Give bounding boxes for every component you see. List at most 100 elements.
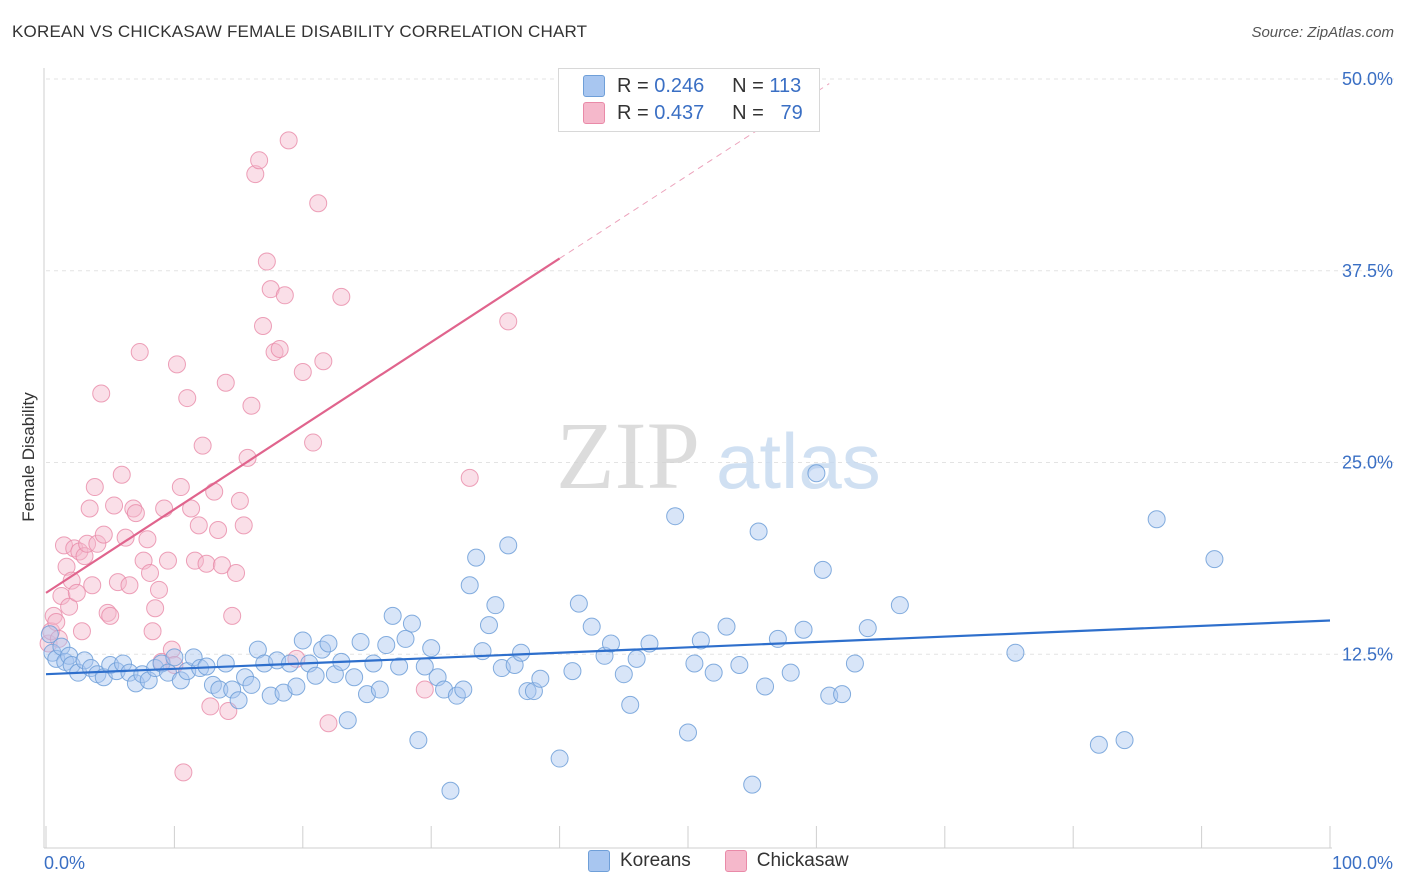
koreans-point [1115,731,1134,750]
koreans-point [794,620,813,639]
koreans-point [287,677,306,696]
koreans-point [1205,550,1224,569]
legend-item-koreans[interactable]: Koreans [588,850,691,872]
koreans-point [756,677,775,696]
y-tick-label: 50.0% [1342,69,1393,89]
chickasaw-point [205,482,224,501]
chickasaw-point [149,580,168,599]
koreans-point [319,634,338,653]
chickasaw-point [178,389,197,408]
chickasaw-point [158,551,177,570]
chickasaw-point [185,551,204,570]
y-tick-label: 37.5% [1342,261,1393,281]
koreans-point [422,639,441,658]
chickasaw-point [130,343,149,362]
legend-label-chickasaw: Chickasaw [756,850,849,871]
koreans-point [730,655,749,674]
koreans-point [223,680,242,699]
legend-n-label: N = [732,74,764,97]
legend-swatch-chickasaw [583,102,605,124]
chickasaw-point [230,491,249,510]
chickasaw-point [253,316,272,335]
watermark-zip: ZIP [556,402,700,509]
chickasaw-point [250,151,269,170]
chickasaw-point [212,556,231,575]
chickasaw-point [146,599,165,618]
chickasaw-point [72,622,91,641]
chickasaw-point [105,496,124,515]
chickasaw-point [216,373,235,392]
legend-r-label: R = [617,101,649,124]
koreans-point [75,651,94,670]
chickasaw-point [78,534,97,553]
chickasaw-point [88,534,107,553]
koreans-point [345,668,364,687]
koreans-point [351,632,370,651]
chickasaw-point [197,554,216,573]
chickasaw-point [42,622,61,641]
legend-r-value-chickasaw: 0.437 [654,101,705,124]
legend-r-label: R = [617,74,649,97]
y-tick-label: 12.5% [1342,644,1393,664]
stats-legend: R = 0.246 N = 113 R = 0.437 N = 79 [558,68,820,132]
koreans-point [338,711,357,730]
chickasaw-point [234,516,253,535]
koreans-point [845,654,864,673]
koreans-point [120,663,139,682]
chickasaw-point [499,312,518,331]
koreans-point [390,657,409,676]
koreans-point [306,666,325,685]
source-label: Source: ZipAtlas.com [1251,24,1394,41]
koreans-point [479,616,498,635]
chickasaw-point [94,525,113,544]
koreans-point [409,731,428,750]
legend-swatch-koreans [588,850,610,872]
koreans-point [1147,510,1166,529]
koreans-point [402,614,421,633]
axes [43,68,1332,849]
koreans-point [454,680,473,699]
koreans-point [704,663,723,682]
koreans-point [820,686,839,705]
koreans-point [685,654,704,673]
koreans-point [165,648,184,667]
koreans-point [531,669,550,688]
chickasaw-point [126,504,145,523]
koreans-point [743,775,762,794]
koreans-point [512,643,531,662]
chickasaw-point [120,576,139,595]
koreans-point [216,654,235,673]
koreans-points [40,464,1224,800]
legend-item-chickasaw[interactable]: Chickasaw [724,850,849,872]
chickasaw-point [223,606,242,625]
watermark-atlas: atlas [716,417,881,505]
koreans-point [293,631,312,650]
chickasaw-point [275,286,294,305]
koreans-point [627,649,646,668]
koreans-point [614,665,633,684]
chickasaw-point [242,396,261,415]
chickasaw-point [209,520,228,539]
chickasaw-point [293,362,312,381]
chickasaw-point [174,763,193,782]
koreans-point [377,636,396,655]
legend-swatch-koreans [583,75,605,97]
koreans-point [691,631,710,650]
koreans-point [563,662,582,681]
chickasaw-point [92,384,111,403]
chickasaw-point [332,287,351,306]
tick-labels: 12.5% 25.0% 37.5% 50.0% 0.0% 100.0% [44,69,1393,873]
chickasaw-point [54,536,73,555]
koreans-point [370,680,389,699]
y-tick-label: 25.0% [1342,453,1393,473]
koreans-point [184,648,203,667]
chickasaw-point [227,563,246,582]
legend-n-value-chickasaw: 79 [780,101,803,124]
chickasaw-point [138,530,157,549]
chickasaw-point [304,433,323,452]
koreans-point [364,654,383,673]
x-tick-label: 100.0% [1332,853,1393,873]
koreans-point [601,634,620,653]
koreans-point [890,596,909,615]
koreans-point [781,663,800,682]
